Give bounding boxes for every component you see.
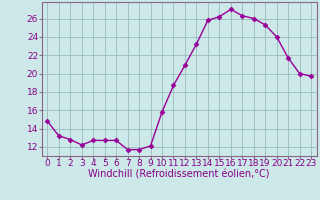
X-axis label: Windchill (Refroidissement éolien,°C): Windchill (Refroidissement éolien,°C) <box>88 170 270 180</box>
